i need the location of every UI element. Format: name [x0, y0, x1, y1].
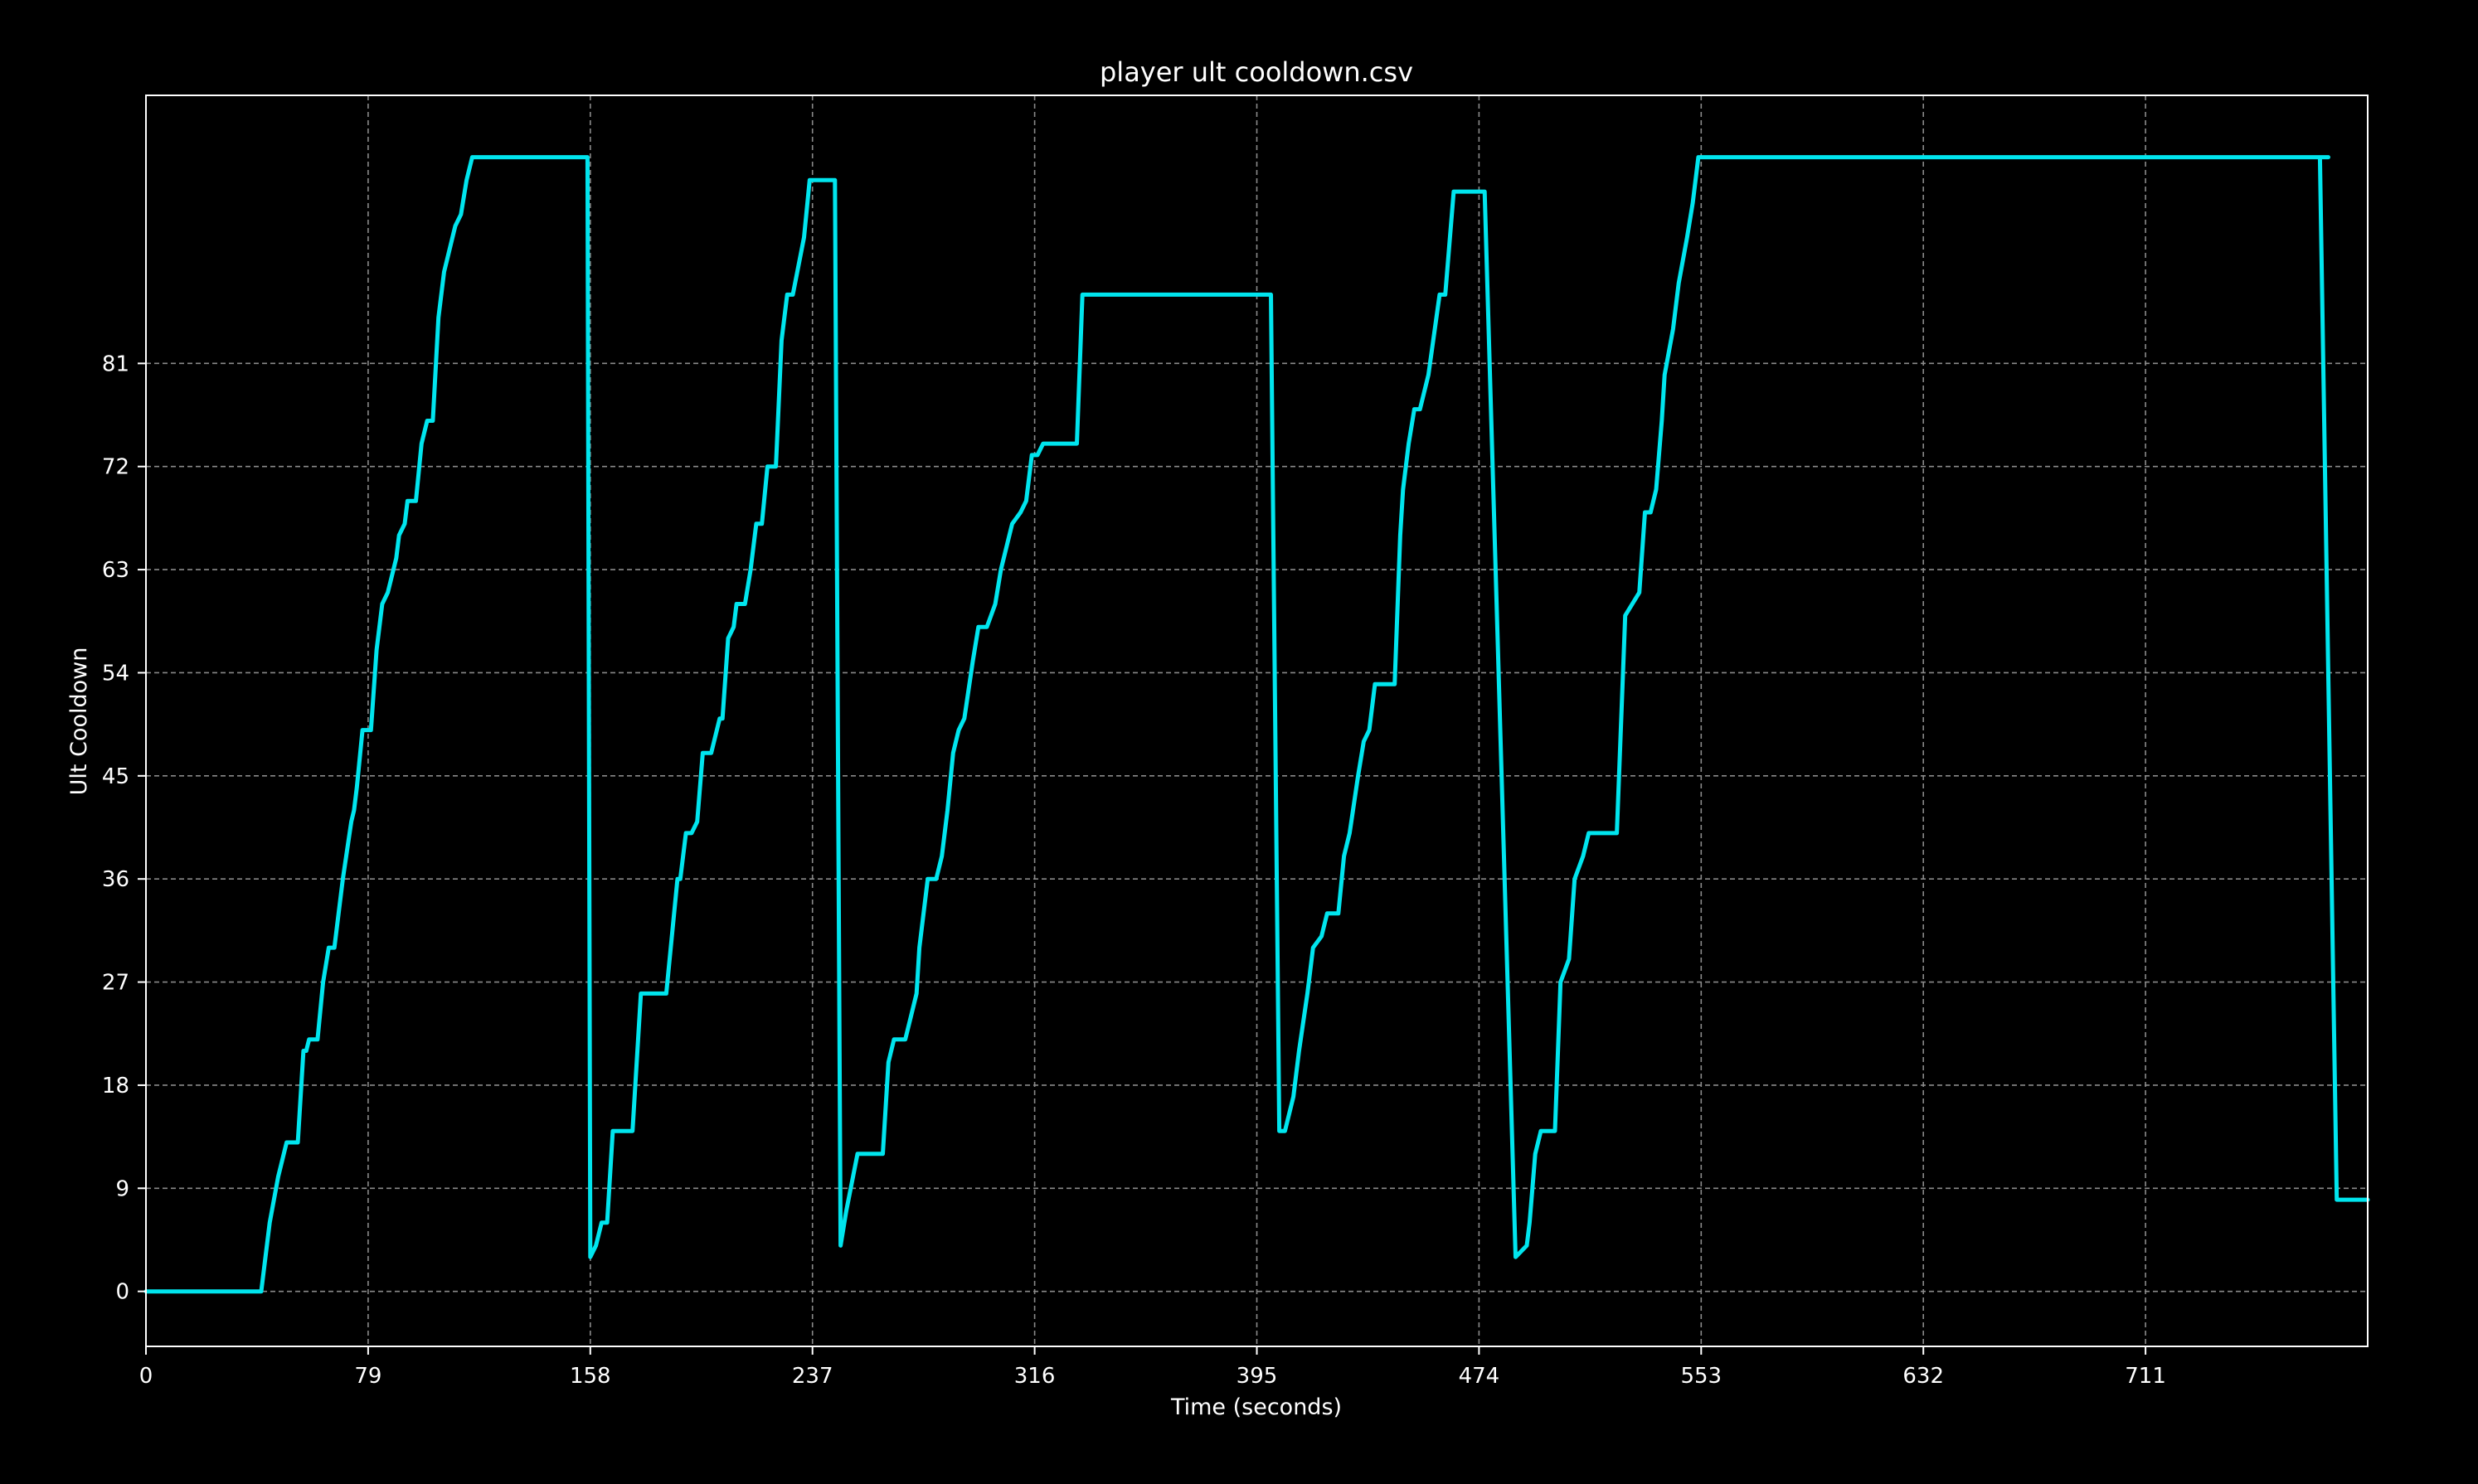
- x-axis-label: Time (seconds): [1170, 1394, 1342, 1420]
- y-tick-label: 72: [102, 455, 129, 480]
- x-tick-label: 395: [1237, 1364, 1278, 1389]
- x-tick-label: 711: [2125, 1364, 2166, 1389]
- y-tick-label: 27: [102, 971, 129, 996]
- series-layer: [143, 155, 2370, 1294]
- x-tick-label: 237: [792, 1364, 833, 1389]
- x-tick-label: 553: [1680, 1364, 1722, 1389]
- x-tick-label: 474: [1459, 1364, 1500, 1389]
- x-tick-label: 316: [1014, 1364, 1056, 1389]
- x-tick-label: 79: [354, 1364, 381, 1389]
- chart-title: player ult cooldown.csv: [1100, 56, 1413, 88]
- y-tick-label: 18: [102, 1074, 129, 1098]
- x-tick-label: 158: [570, 1364, 611, 1389]
- y-tick-label: 45: [102, 764, 129, 789]
- y-tick-label: 9: [115, 1176, 129, 1201]
- x-tick-label: 0: [139, 1364, 153, 1389]
- y-tick-label: 54: [102, 661, 129, 686]
- y-tick-label: 63: [102, 558, 129, 583]
- series-line: [143, 155, 2370, 1294]
- y-axis-label: Ult Cooldown: [66, 647, 92, 796]
- y-tick-label: 81: [102, 352, 129, 376]
- y-tick-label: 36: [102, 867, 129, 892]
- x-tick-label: 632: [1902, 1364, 1944, 1389]
- tick-layer: 0 79 158 237 316 395 474 553 632 711 0 9 18 27 36 45 54 6…: [102, 352, 2166, 1389]
- grid-layer: [145, 95, 2368, 1346]
- y-tick-label: 0: [115, 1280, 129, 1305]
